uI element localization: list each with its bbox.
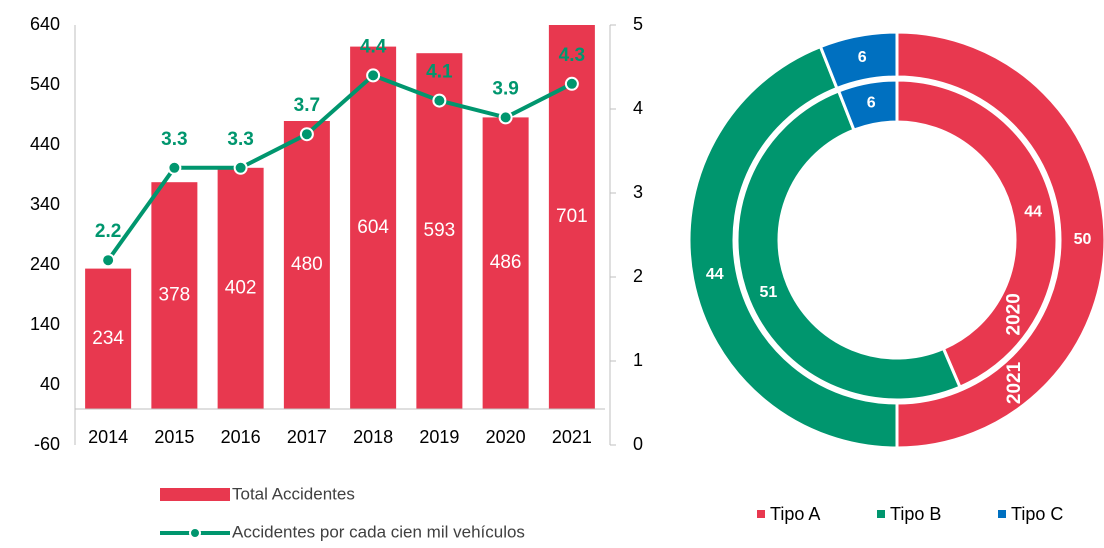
x-tick-label: 2017 xyxy=(287,427,327,447)
bar-value-label: 701 xyxy=(556,206,588,227)
y-tick-label: 540 xyxy=(30,74,60,94)
bar-value-label: 378 xyxy=(159,285,191,306)
doughnut-segment xyxy=(836,78,899,133)
bar xyxy=(283,121,330,409)
doughnut-segment xyxy=(818,30,899,91)
legend-swatch xyxy=(998,510,1006,518)
legend-swatch xyxy=(757,510,765,518)
ring-label: 2020 xyxy=(1003,293,1024,335)
legend-label: Accidentes por cada cien mil vehículos xyxy=(232,522,525,541)
line-point xyxy=(101,253,116,268)
y2-tick-label: 3 xyxy=(633,182,643,202)
segment-label: 44 xyxy=(706,266,724,283)
y2-tick-label: 1 xyxy=(633,350,643,370)
legend-label: Tipo B xyxy=(890,504,941,524)
bar xyxy=(217,167,264,409)
line xyxy=(106,73,573,262)
x-tick-label: 2018 xyxy=(353,427,393,447)
segment-label: 51 xyxy=(759,284,777,301)
doughnut-segment xyxy=(895,78,1059,390)
line-point xyxy=(498,110,513,125)
line-value-label: 4.4 xyxy=(360,36,387,57)
line-point xyxy=(432,93,447,108)
legend-swatch xyxy=(877,510,885,518)
y-tick-label: 140 xyxy=(30,314,60,334)
bar xyxy=(85,268,132,409)
y-tick-label: -60 xyxy=(34,434,60,454)
line-value-label: 2.2 xyxy=(95,221,121,242)
y2-tick-label: 4 xyxy=(633,98,643,118)
legend-label: Tipo A xyxy=(770,504,820,524)
x-tick-label: 2019 xyxy=(419,427,459,447)
y2-tick-label: 2 xyxy=(633,266,643,286)
legend-swatch xyxy=(160,488,230,501)
line-value-label: 4.1 xyxy=(426,62,453,83)
y-tick-label: 340 xyxy=(30,194,60,214)
legend-marker xyxy=(189,527,201,539)
bar-value-label: 604 xyxy=(357,217,389,238)
y-tick-label: 640 xyxy=(30,14,60,34)
doughnut-segment xyxy=(895,30,1104,450)
x-tick-label: 2021 xyxy=(552,427,592,447)
y-tick-label: 40 xyxy=(40,374,60,394)
bar-value-label: 234 xyxy=(92,328,124,349)
line-value-label: 3.9 xyxy=(492,78,518,99)
x-tick-label: 2020 xyxy=(486,427,526,447)
y-tick-label: 440 xyxy=(30,134,60,154)
line-value-label: 4.3 xyxy=(559,45,585,66)
bar xyxy=(350,46,397,409)
line-point xyxy=(366,68,381,83)
plot-area xyxy=(85,25,595,410)
bar-value-label: 402 xyxy=(225,277,257,298)
line-point xyxy=(564,76,579,91)
y2-tick-label: 5 xyxy=(633,14,643,34)
segment-label: 6 xyxy=(858,49,867,66)
line-point xyxy=(299,127,314,142)
bar-value-label: 593 xyxy=(424,220,456,241)
y2-tick-label: 0 xyxy=(633,434,643,454)
x-tick-label: 2016 xyxy=(221,427,261,447)
y-tick-label: 240 xyxy=(30,254,60,274)
line-value-label: 3.7 xyxy=(294,95,320,116)
doughnut-segment xyxy=(687,44,899,450)
segment-label: 44 xyxy=(1024,203,1042,220)
line-value-label: 3.3 xyxy=(161,129,187,150)
line-value-label: 3.3 xyxy=(227,129,253,150)
bar xyxy=(151,182,198,409)
bar xyxy=(482,117,529,410)
x-tick-label: 2014 xyxy=(88,427,128,447)
bar-value-label: 480 xyxy=(291,254,323,275)
line-point xyxy=(167,160,182,175)
segment-label: 6 xyxy=(867,95,876,112)
line-point xyxy=(233,160,248,175)
legend-label: Total Accidentes xyxy=(232,484,355,503)
doughnut-segment xyxy=(735,89,962,402)
x-tick-label: 2015 xyxy=(154,427,194,447)
ring-label: 2021 xyxy=(1004,361,1025,404)
segment-label: 50 xyxy=(1074,231,1092,248)
bar xyxy=(416,53,463,409)
bar-value-label: 486 xyxy=(490,252,522,273)
legend-label: Tipo C xyxy=(1011,504,1063,524)
